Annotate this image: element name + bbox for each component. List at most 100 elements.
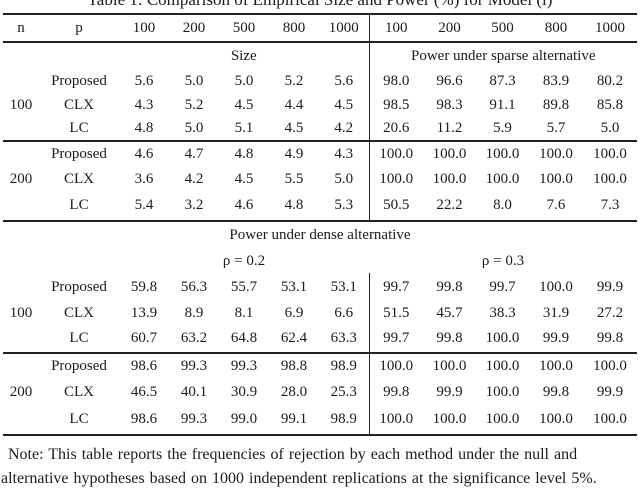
spacer-cell xyxy=(3,141,39,167)
data-value: 7.6 xyxy=(529,191,583,222)
data-value: 4.8 xyxy=(269,191,319,222)
spacer-cell xyxy=(3,325,39,354)
data-value: 99.8 xyxy=(436,278,463,295)
data-value: 5.6 xyxy=(134,72,154,89)
data-value: 20.6 xyxy=(368,117,423,142)
data-value: 100.0 xyxy=(485,358,520,374)
dense-power-label: Power under dense alternative xyxy=(229,227,411,243)
data-value: 4.7 xyxy=(184,146,204,162)
n-value: 100 xyxy=(9,304,33,321)
data-value: 99.9 xyxy=(436,383,463,400)
method-name: CLX xyxy=(64,170,94,187)
data-value: 13.9 xyxy=(130,304,158,321)
data-value: 100.0 xyxy=(583,405,637,436)
rho-02-label: ρ = 0.2 xyxy=(222,252,266,269)
col-header-dim: 1000 xyxy=(319,14,369,43)
data-value: 83.9 xyxy=(542,72,570,89)
data-value: 80.2 xyxy=(596,72,624,89)
rho-03-label: ρ = 0.3 xyxy=(481,252,525,269)
data-value: 63.3 xyxy=(319,325,369,354)
n-value: 100 xyxy=(9,96,33,113)
table-row: 200 CLX 46.5 40.1 30.9 28.0 25.3 99.8 99… xyxy=(3,379,637,405)
method-name: CLX xyxy=(64,304,94,321)
data-value: 100.0 xyxy=(593,170,627,187)
col-header-dim: 200 xyxy=(169,14,219,43)
method-name: Proposed xyxy=(51,72,107,89)
data-value: 99.7 xyxy=(368,325,423,354)
data-value: 5.3 xyxy=(319,191,369,222)
rho-row: ρ = 0.2 ρ = 0.3 xyxy=(3,249,637,273)
data-value: 5.4 xyxy=(119,191,169,222)
data-value: 31.9 xyxy=(542,304,570,321)
data-value: 99.1 xyxy=(269,405,319,436)
data-value: 5.1 xyxy=(219,117,269,142)
data-value: 99.7 xyxy=(368,273,423,301)
data-value: 100.0 xyxy=(539,170,573,187)
data-value: 100.0 xyxy=(476,325,529,354)
data-value: 38.3 xyxy=(489,304,516,321)
data-value: 4.3 xyxy=(334,146,354,162)
data-value: 5.5 xyxy=(284,170,304,187)
table-row: Proposed 59.8 56.3 55.7 53.1 53.1 99.7 9… xyxy=(3,273,637,301)
data-value: 96.6 xyxy=(436,72,463,89)
spacer-cell xyxy=(39,249,119,273)
data-value: 100.0 xyxy=(432,146,467,162)
data-value: 100.0 xyxy=(593,146,627,162)
spacer-cell xyxy=(3,42,39,69)
data-value: 53.1 xyxy=(330,278,357,295)
data-value: 55.7 xyxy=(230,278,258,295)
spacer-cell xyxy=(3,273,39,301)
method-name: LC xyxy=(39,191,119,222)
data-value: 22.2 xyxy=(423,191,476,222)
data-value: 99.9 xyxy=(596,278,624,295)
spacer-cell xyxy=(3,353,39,379)
data-value: 60.7 xyxy=(119,325,169,354)
col-header-dim: 500 xyxy=(476,14,529,43)
data-value: 28.0 xyxy=(280,383,308,400)
n-value: 200 xyxy=(9,170,33,187)
data-value: 100.0 xyxy=(423,405,476,436)
data-value: 4.5 xyxy=(334,96,354,113)
data-value: 4.5 xyxy=(234,96,254,113)
table-row: Proposed 4.6 4.7 4.8 4.9 4.3 100.0 100.0… xyxy=(3,141,637,167)
data-value: 100.0 xyxy=(432,358,467,374)
data-value: 4.5 xyxy=(269,117,319,142)
table-row: LC 5.4 3.2 4.6 4.8 5.3 50.5 22.2 8.0 7.6… xyxy=(3,191,637,222)
data-value: 100.0 xyxy=(539,358,573,374)
data-value: 87.3 xyxy=(489,72,516,89)
data-value: 4.2 xyxy=(184,170,204,187)
data-value: 62.4 xyxy=(269,325,319,354)
data-value: 99.7 xyxy=(489,278,516,295)
method-name: CLX xyxy=(64,383,94,400)
data-value: 99.8 xyxy=(423,325,476,354)
spacer-cell xyxy=(3,249,39,273)
data-value: 5.2 xyxy=(284,72,304,89)
data-value: 53.1 xyxy=(280,278,308,295)
header-row: n p 100 200 500 800 1000 100 200 500 800… xyxy=(3,14,637,43)
data-value: 5.0 xyxy=(169,117,219,142)
data-value: 4.4 xyxy=(284,96,304,113)
table-row: 100 CLX 13.9 8.9 8.1 6.9 6.6 51.5 45.7 3… xyxy=(3,301,637,325)
data-value: 100.0 xyxy=(539,146,573,162)
col-header-dim: 800 xyxy=(529,14,583,43)
subheader-row: Size Power under sparse alternative xyxy=(3,42,637,69)
data-value: 98.3 xyxy=(436,96,463,113)
spacer-cell xyxy=(3,191,39,222)
data-value: 5.0 xyxy=(234,72,254,89)
data-value: 56.3 xyxy=(180,278,208,295)
data-value: 3.6 xyxy=(134,170,154,187)
data-value: 98.9 xyxy=(319,405,369,436)
col-header-dim: 100 xyxy=(368,14,423,43)
data-value: 8.9 xyxy=(184,304,204,321)
data-value: 5.0 xyxy=(334,170,354,187)
data-value: 5.2 xyxy=(184,96,204,113)
col-header-p: p xyxy=(39,14,119,43)
data-value: 11.2 xyxy=(423,117,476,142)
data-value: 100.0 xyxy=(368,141,423,167)
table-row: LC 60.7 63.2 64.8 62.4 63.3 99.7 99.8 10… xyxy=(3,325,637,354)
n-value: 200 xyxy=(9,383,33,400)
data-value: 3.2 xyxy=(169,191,219,222)
table-row: LC 4.8 5.0 5.1 4.5 4.2 20.6 11.2 5.9 5.7… xyxy=(3,117,637,142)
data-value: 100.0 xyxy=(485,383,520,400)
dense-header-row: Power under dense alternative xyxy=(3,221,637,249)
